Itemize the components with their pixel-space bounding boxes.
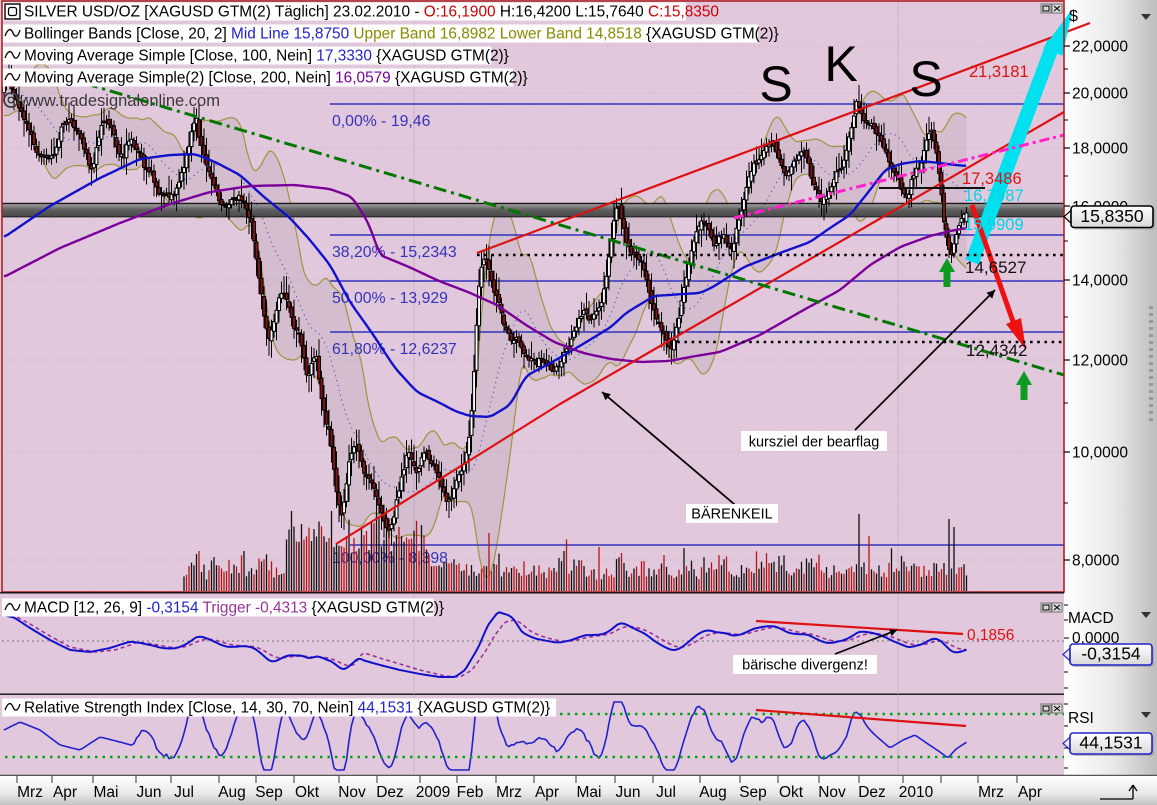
svg-text:RSI: RSI [1068,710,1094,727]
svg-text:Moving Average Simple [Close,: Moving Average Simple [Close, 100, Nein]… [24,48,509,65]
svg-text:Bollinger Bands [Close, 20, 2]: Bollinger Bands [Close, 20, 2] Mid Line … [24,26,779,43]
svg-text:18,0000: 18,0000 [1072,141,1128,158]
svg-text:Dez: Dez [858,784,886,801]
svg-text:Jul: Jul [656,784,676,801]
svg-text:Okt: Okt [295,784,320,801]
svg-text:bärische divergenz!: bärische divergenz! [742,658,868,674]
svg-text:Mrz: Mrz [496,784,522,801]
svg-text:SILVER USD/OZ [XAGUSD GTM(2): SILVER USD/OZ [XAGUSD GTM(2) Täglich] 23… [24,4,719,21]
svg-text:20,0000: 20,0000 [1072,86,1128,103]
svg-text:Jun: Jun [616,784,641,801]
svg-text:8,0000: 8,0000 [1072,553,1120,570]
svg-text:kursziel der bearflag: kursziel der bearflag [749,435,880,451]
svg-text:22,0000: 22,0000 [1072,39,1128,56]
svg-text:16,7987: 16,7987 [964,187,1024,205]
svg-text:15,9909: 15,9909 [964,216,1024,234]
svg-text:Feb: Feb [457,784,484,801]
svg-text:Sep: Sep [739,784,767,801]
svg-text:14,0000: 14,0000 [1072,273,1128,290]
svg-text:Moving Average Simple(2) [Clos: Moving Average Simple(2) [Close, 200, Ne… [24,70,528,87]
svg-text:S: S [909,51,942,107]
svg-text:44,1531: 44,1531 [1079,733,1142,753]
svg-text:Sep: Sep [255,784,283,801]
svg-text:10,0000: 10,0000 [1072,445,1128,462]
svg-text:K: K [824,36,857,92]
svg-text:61,80% - 12,6237: 61,80% - 12,6237 [332,341,457,358]
svg-text:38,20% - 15,2343: 38,20% - 15,2343 [332,244,457,261]
svg-text:0,1856: 0,1856 [967,627,1014,644]
svg-text:Apr: Apr [53,784,77,801]
svg-text:MACD [12, 26, 9] -0,3154 Trigg: MACD [12, 26, 9] -0,3154 Trigger -0,4313… [24,600,444,617]
svg-text:12,0000: 12,0000 [1072,353,1128,370]
svg-text:2010: 2010 [899,784,934,801]
svg-text:Apr: Apr [535,784,559,801]
svg-text:21,3181: 21,3181 [969,63,1029,81]
svg-text:12,4342: 12,4342 [966,341,1027,360]
svg-text:Apr: Apr [1018,784,1042,801]
svg-text:Okt: Okt [779,784,804,801]
svg-text:Relative Strength Index [Close: Relative Strength Index [Close, 14, 30, … [24,700,550,717]
svg-text:$: $ [1069,8,1078,25]
svg-text:BÄRENKEIL: BÄRENKEIL [691,506,772,523]
svg-text:2009: 2009 [416,784,450,801]
svg-text:Dez: Dez [376,784,404,801]
svg-text:-0,3154: -0,3154 [1081,644,1141,664]
svg-text:17,3486: 17,3486 [962,170,1022,188]
svg-text:Aug: Aug [699,784,727,801]
svg-text:14,6527: 14,6527 [965,258,1026,277]
svg-text:50,00% - 13,929: 50,00% - 13,929 [332,290,448,307]
svg-text:Nov: Nov [338,784,366,801]
svg-text:S: S [759,56,792,112]
svg-text:MACD: MACD [1068,610,1114,627]
svg-text:15,8350: 15,8350 [1080,206,1144,226]
svg-text:Mrz: Mrz [978,784,1004,801]
svg-text:Aug: Aug [218,784,246,801]
svg-text:Jul: Jul [174,784,194,801]
svg-text:Mai: Mai [94,784,119,801]
svg-text:www.tradesignalonline.com: www.tradesignalonline.com [19,92,220,110]
svg-text:Mrz: Mrz [17,784,43,801]
svg-text:0,0000: 0,0000 [1072,630,1120,647]
svg-text:0,00% - 19,46: 0,00% - 19,46 [332,113,431,130]
svg-text:Nov: Nov [818,784,846,801]
svg-text:Jun: Jun [137,784,162,801]
svg-text:Mai: Mai [577,784,602,801]
